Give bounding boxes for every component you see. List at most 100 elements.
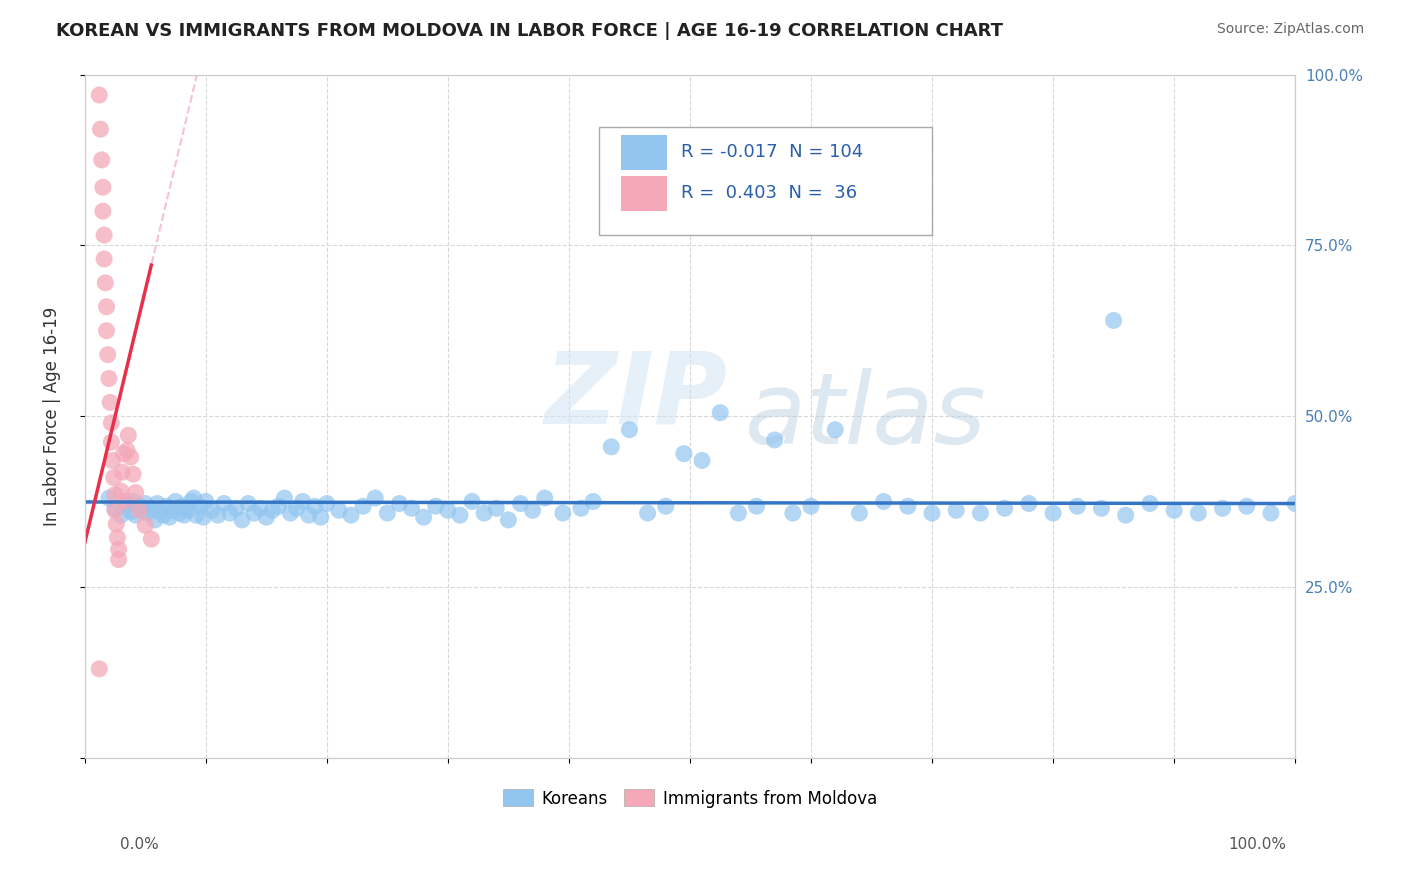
Point	[509, 496, 531, 510]
Point	[134, 518, 156, 533]
Point	[107, 542, 129, 557]
Point	[782, 506, 804, 520]
Point	[498, 513, 520, 527]
Point	[91, 204, 114, 219]
Point	[600, 440, 623, 454]
Point	[128, 503, 150, 517]
Point	[98, 395, 121, 409]
Point	[1018, 496, 1040, 510]
Point	[763, 433, 786, 447]
Point	[461, 494, 484, 508]
Point	[103, 470, 125, 484]
Point	[100, 435, 122, 450]
Point	[120, 505, 142, 519]
Point	[143, 513, 166, 527]
Point	[654, 500, 676, 514]
Point	[128, 500, 150, 514]
Point	[364, 491, 387, 505]
Point	[93, 228, 115, 243]
Point	[969, 506, 991, 520]
Point	[176, 503, 198, 517]
Point	[375, 506, 398, 520]
Point	[89, 88, 111, 103]
Text: atlas: atlas	[744, 368, 986, 465]
Point	[582, 494, 605, 508]
Point	[188, 500, 211, 514]
Point	[727, 506, 749, 520]
Point	[285, 501, 308, 516]
Point	[485, 501, 508, 516]
Point	[107, 531, 129, 545]
Point	[872, 494, 894, 508]
Point	[340, 508, 363, 523]
Point	[412, 510, 434, 524]
Point	[824, 423, 846, 437]
Point	[745, 500, 768, 514]
Point	[304, 500, 326, 514]
Point	[212, 496, 235, 510]
Point	[533, 491, 555, 505]
Point	[1187, 506, 1209, 520]
Point	[672, 447, 695, 461]
Point	[193, 510, 215, 524]
Point	[96, 324, 118, 338]
Point	[124, 508, 146, 523]
Point	[262, 503, 284, 517]
Point	[104, 488, 127, 502]
Point	[388, 496, 411, 510]
Point	[800, 500, 823, 514]
Point	[159, 510, 181, 524]
Point	[1236, 500, 1258, 514]
Point	[89, 662, 111, 676]
Point	[184, 508, 207, 523]
Point	[848, 506, 870, 520]
Point	[472, 506, 495, 520]
Point	[117, 428, 139, 442]
Point	[1066, 500, 1088, 514]
Point	[1090, 501, 1112, 516]
Point	[1212, 501, 1234, 516]
Point	[267, 500, 290, 514]
Point	[298, 508, 321, 523]
Point	[897, 500, 920, 514]
Point	[112, 447, 135, 461]
Point	[183, 491, 205, 505]
Point	[89, 122, 111, 136]
Point	[132, 503, 155, 517]
Point	[921, 506, 943, 520]
Point	[160, 503, 183, 517]
Point	[690, 453, 713, 467]
Point	[97, 491, 120, 505]
Point	[249, 501, 271, 516]
Point	[1163, 503, 1185, 517]
Point	[141, 501, 163, 516]
Point	[170, 500, 193, 514]
Point	[122, 494, 145, 508]
Point	[115, 498, 138, 512]
Point	[149, 505, 172, 519]
Point	[180, 494, 202, 508]
Point	[124, 485, 146, 500]
Point	[1284, 496, 1306, 510]
Point	[273, 491, 295, 505]
Point	[107, 552, 129, 566]
FancyBboxPatch shape	[599, 128, 932, 235]
Point	[96, 300, 118, 314]
Point	[243, 506, 266, 520]
Point	[1042, 506, 1064, 520]
Point	[201, 503, 224, 517]
FancyBboxPatch shape	[621, 176, 666, 211]
Text: ZIP: ZIP	[544, 347, 728, 444]
Point	[104, 503, 127, 517]
Point	[104, 501, 127, 516]
Point	[945, 503, 967, 517]
Point	[167, 506, 190, 520]
Point	[90, 153, 112, 167]
Point	[231, 513, 253, 527]
Text: KOREAN VS IMMIGRANTS FROM MOLDOVA IN LABOR FORCE | AGE 16-19 CORRELATION CHART: KOREAN VS IMMIGRANTS FROM MOLDOVA IN LAB…	[56, 22, 1004, 40]
Point	[254, 510, 277, 524]
Point	[91, 180, 114, 194]
Y-axis label: In Labor Force | Age 16-19: In Labor Force | Age 16-19	[44, 307, 60, 525]
Point	[93, 252, 115, 266]
Point	[437, 503, 460, 517]
